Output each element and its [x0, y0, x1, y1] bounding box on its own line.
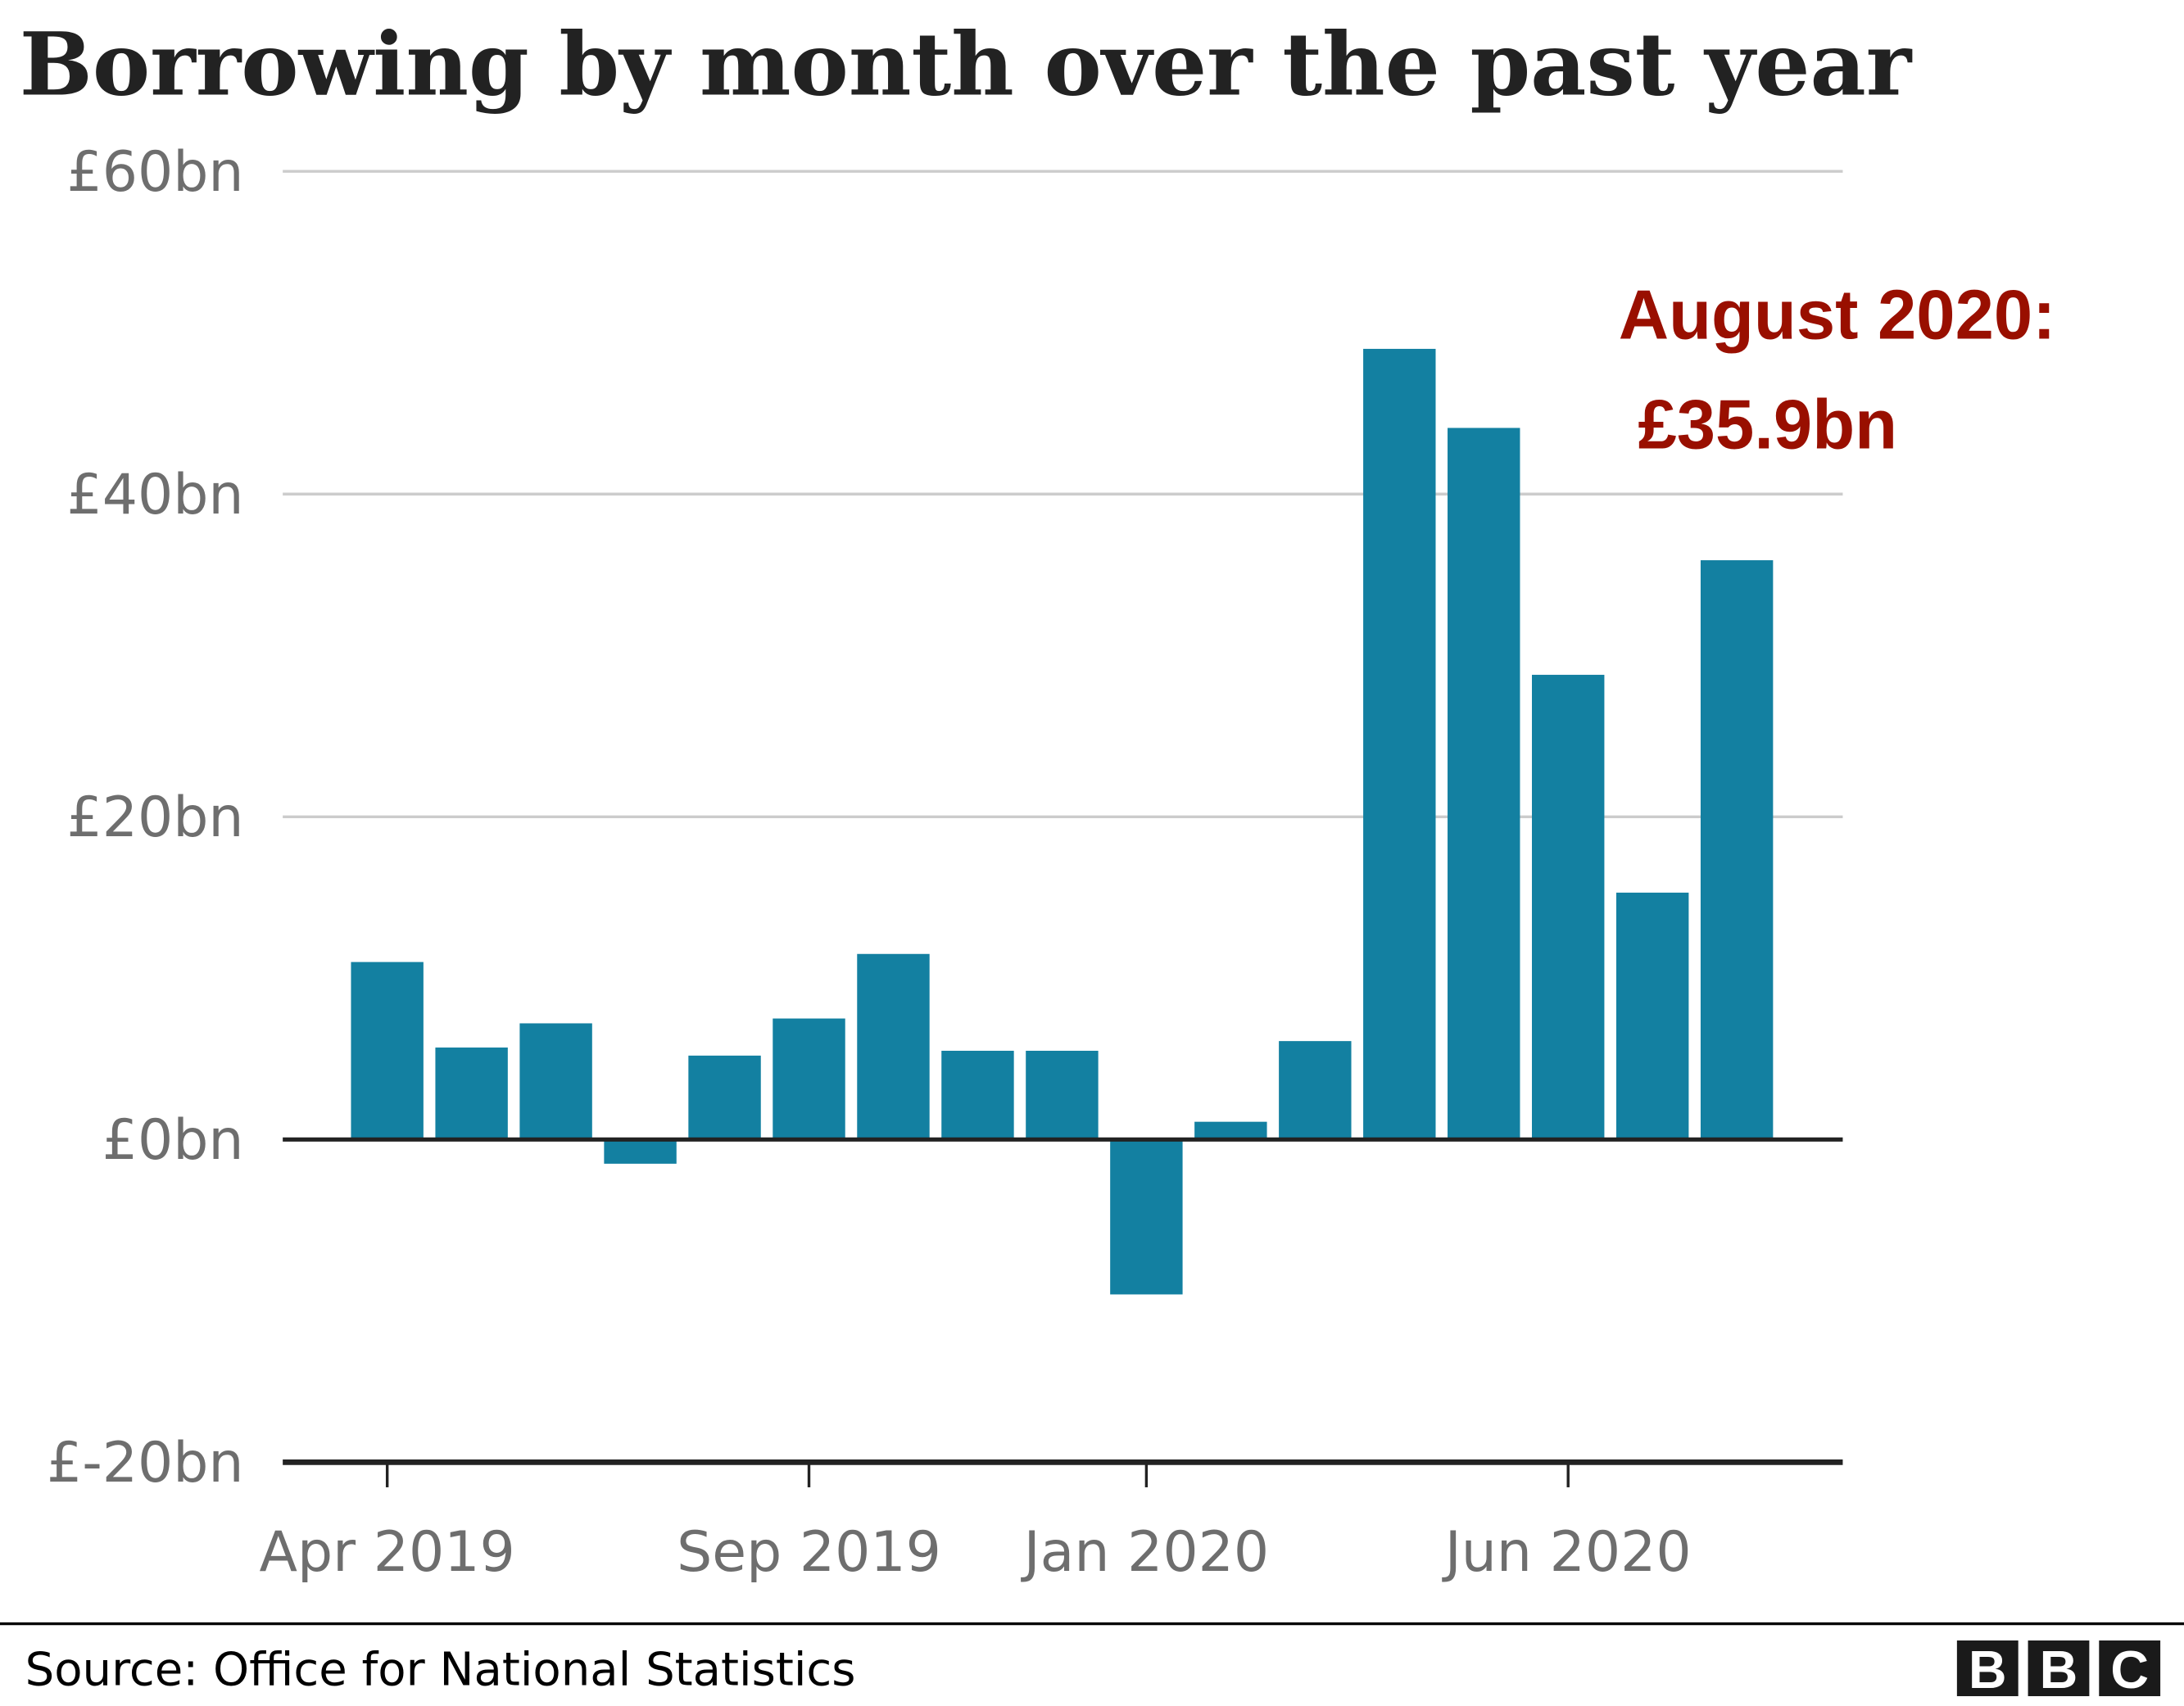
source-text: Source: Office for National Statistics	[25, 1643, 856, 1696]
logo-letter: C	[2110, 1640, 2149, 1699]
bar-aug-2020	[1700, 560, 1774, 1140]
bar-may-2020	[1448, 428, 1520, 1140]
bar-feb-2020	[1194, 1121, 1267, 1140]
bar-apr-2019	[351, 962, 424, 1140]
y-tick-label: £-20bn	[47, 1431, 244, 1496]
bar-oct-2019	[857, 953, 930, 1140]
bar-jul-2019	[604, 1139, 677, 1164]
x-tick-label: Apr 2019	[260, 1520, 515, 1585]
x-tick-label: Jun 2020	[1442, 1520, 1692, 1585]
y-tick-label: £20bn	[66, 785, 243, 850]
chart-title: Borrowing by month over the past year	[20, 14, 1913, 115]
bar-apr-2020	[1363, 348, 1436, 1140]
gridlines	[283, 170, 1843, 818]
logo-letter: B	[1969, 1640, 2007, 1699]
logo-letter: B	[2040, 1640, 2078, 1699]
bar-jun-2020	[1532, 674, 1605, 1140]
bar-jul-2020	[1615, 892, 1689, 1140]
bar-nov-2019	[941, 1050, 1014, 1140]
bar-may-2019	[435, 1048, 508, 1140]
bar-jun-2019	[519, 1023, 592, 1140]
x-tick-label: Jan 2020	[1021, 1520, 1270, 1585]
bars	[351, 348, 1774, 1295]
bbc-logo: B B C	[1956, 1640, 2161, 1699]
annotation-line2: £35.9bn	[1638, 387, 1898, 464]
y-tick-label: £0bn	[102, 1108, 244, 1173]
annotation-line1: August 2020:	[1619, 276, 2056, 354]
bar-dec-2019	[1026, 1050, 1099, 1140]
y-tick-label: £40bn	[66, 463, 243, 527]
y-tick-label: £60bn	[66, 140, 243, 205]
bar-jan-2020	[1110, 1139, 1183, 1295]
bar-mar-2020	[1279, 1041, 1352, 1140]
x-tick-label: Sep 2019	[677, 1520, 941, 1585]
bar-sep-2019	[773, 1018, 845, 1140]
bar-aug-2019	[688, 1055, 761, 1140]
